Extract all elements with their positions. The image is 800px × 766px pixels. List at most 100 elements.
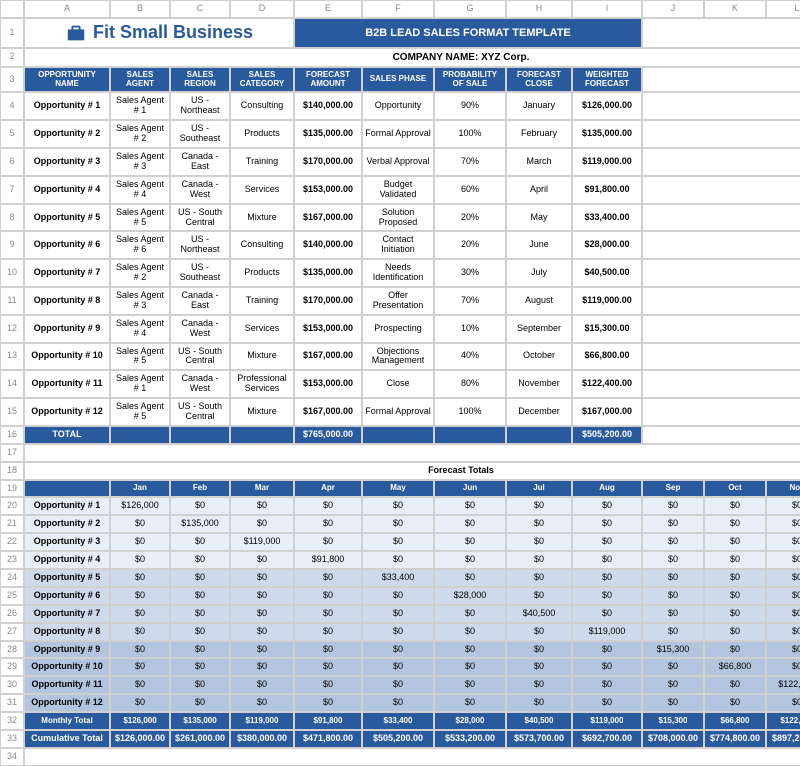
forecast-row-label[interactable]: Opportunity # 2	[24, 515, 110, 533]
forecast-cell[interactable]: $0	[766, 641, 800, 659]
sales-region[interactable]: Canada - West	[170, 176, 230, 204]
forecast-cell[interactable]: $0	[230, 658, 294, 676]
weighted-forecast[interactable]: $135,000.00	[572, 120, 642, 148]
forecast-cell[interactable]: $0	[572, 694, 642, 712]
forecast-close[interactable]: June	[506, 231, 572, 259]
forecast-cell[interactable]: $0	[110, 533, 170, 551]
sales-phase[interactable]: Formal Approval	[362, 120, 434, 148]
sales-phase[interactable]: Opportunity	[362, 92, 434, 120]
opportunity-name[interactable]: Opportunity # 2	[24, 120, 110, 148]
forecast-cell[interactable]: $0	[170, 694, 230, 712]
forecast-cell[interactable]: $0	[642, 676, 704, 694]
forecast-close[interactable]: January	[506, 92, 572, 120]
forecast-cell[interactable]: $0	[110, 569, 170, 587]
forecast-cell[interactable]: $0	[642, 551, 704, 569]
forecast-cell[interactable]: $0	[170, 587, 230, 605]
forecast-cell[interactable]: $0	[294, 605, 362, 623]
sales-agent[interactable]: Sales Agent # 4	[110, 315, 170, 343]
forecast-cell[interactable]: $0	[170, 658, 230, 676]
forecast-cell[interactable]: $0	[362, 605, 434, 623]
forecast-cell[interactable]: $0	[506, 533, 572, 551]
forecast-cell[interactable]: $126,000	[110, 497, 170, 515]
forecast-cell[interactable]: $33,400	[362, 569, 434, 587]
forecast-cell[interactable]: $0	[642, 623, 704, 641]
forecast-cell[interactable]: $0	[362, 497, 434, 515]
weighted-forecast[interactable]: $126,000.00	[572, 92, 642, 120]
sales-region[interactable]: US - South Central	[170, 398, 230, 426]
forecast-close[interactable]: October	[506, 343, 572, 371]
forecast-cell[interactable]: $0	[766, 497, 800, 515]
forecast-cell[interactable]: $0	[230, 515, 294, 533]
forecast-cell[interactable]: $0	[434, 658, 506, 676]
probability[interactable]: 20%	[434, 231, 506, 259]
sales-region[interactable]: US - Northeast	[170, 231, 230, 259]
forecast-row-label[interactable]: Opportunity # 1	[24, 497, 110, 515]
forecast-cell[interactable]: $0	[506, 641, 572, 659]
opportunity-name[interactable]: Opportunity # 8	[24, 287, 110, 315]
opportunity-name[interactable]: Opportunity # 12	[24, 398, 110, 426]
forecast-cell[interactable]: $0	[572, 569, 642, 587]
forecast-close[interactable]: February	[506, 120, 572, 148]
sales-category[interactable]: Products	[230, 259, 294, 287]
sales-region[interactable]: Canada - West	[170, 315, 230, 343]
forecast-cell[interactable]: $0	[506, 658, 572, 676]
forecast-cell[interactable]: $0	[506, 569, 572, 587]
forecast-cell[interactable]: $0	[506, 694, 572, 712]
opportunity-name[interactable]: Opportunity # 10	[24, 343, 110, 371]
sales-category[interactable]: Mixture	[230, 343, 294, 371]
forecast-cell[interactable]: $0	[170, 533, 230, 551]
forecast-cell[interactable]: $0	[506, 623, 572, 641]
forecast-amount[interactable]: $167,000.00	[294, 343, 362, 371]
forecast-cell[interactable]: $0	[572, 497, 642, 515]
forecast-cell[interactable]: $0	[230, 569, 294, 587]
sales-category[interactable]: Products	[230, 120, 294, 148]
forecast-cell[interactable]: $0	[362, 533, 434, 551]
probability[interactable]: 40%	[434, 343, 506, 371]
forecast-cell[interactable]: $0	[294, 515, 362, 533]
sales-region[interactable]: US - Northeast	[170, 92, 230, 120]
forecast-row-label[interactable]: Opportunity # 4	[24, 551, 110, 569]
opportunity-name[interactable]: Opportunity # 6	[24, 231, 110, 259]
forecast-cell[interactable]: $0	[362, 551, 434, 569]
forecast-cell[interactable]: $119,000	[572, 623, 642, 641]
opportunity-name[interactable]: Opportunity # 7	[24, 259, 110, 287]
weighted-forecast[interactable]: $28,000.00	[572, 231, 642, 259]
sales-agent[interactable]: Sales Agent # 5	[110, 204, 170, 232]
opportunity-name[interactable]: Opportunity # 4	[24, 176, 110, 204]
sales-phase[interactable]: Prospecting	[362, 315, 434, 343]
forecast-cell[interactable]: $0	[704, 587, 766, 605]
forecast-cell[interactable]: $0	[434, 694, 506, 712]
forecast-amount[interactable]: $167,000.00	[294, 204, 362, 232]
forecast-row-label[interactable]: Opportunity # 7	[24, 605, 110, 623]
forecast-cell[interactable]: $0	[572, 605, 642, 623]
sales-category[interactable]: Consulting	[230, 231, 294, 259]
forecast-cell[interactable]: $0	[572, 676, 642, 694]
sales-phase[interactable]: Budget Validated	[362, 176, 434, 204]
forecast-cell[interactable]: $0	[506, 676, 572, 694]
forecast-cell[interactable]: $122,400	[766, 676, 800, 694]
forecast-cell[interactable]: $0	[110, 658, 170, 676]
forecast-amount[interactable]: $153,000.00	[294, 176, 362, 204]
forecast-cell[interactable]: $0	[110, 515, 170, 533]
forecast-cell[interactable]: $0	[704, 497, 766, 515]
forecast-cell[interactable]: $0	[294, 533, 362, 551]
forecast-cell[interactable]: $0	[704, 551, 766, 569]
forecast-cell[interactable]: $0	[170, 623, 230, 641]
probability[interactable]: 90%	[434, 92, 506, 120]
sales-region[interactable]: Canada - East	[170, 148, 230, 176]
forecast-cell[interactable]: $119,000	[230, 533, 294, 551]
sales-agent[interactable]: Sales Agent # 6	[110, 231, 170, 259]
forecast-amount[interactable]: $167,000.00	[294, 398, 362, 426]
sales-category[interactable]: Services	[230, 315, 294, 343]
sales-region[interactable]: US - South Central	[170, 343, 230, 371]
sales-phase[interactable]: Needs Identification	[362, 259, 434, 287]
forecast-cell[interactable]: $0	[110, 623, 170, 641]
sales-region[interactable]: US - Southeast	[170, 259, 230, 287]
forecast-cell[interactable]: $0	[362, 587, 434, 605]
forecast-cell[interactable]: $0	[642, 658, 704, 676]
forecast-amount[interactable]: $153,000.00	[294, 315, 362, 343]
forecast-cell[interactable]: $0	[766, 658, 800, 676]
forecast-row-label[interactable]: Opportunity # 10	[24, 658, 110, 676]
weighted-forecast[interactable]: $66,800.00	[572, 343, 642, 371]
weighted-forecast[interactable]: $167,000.00	[572, 398, 642, 426]
